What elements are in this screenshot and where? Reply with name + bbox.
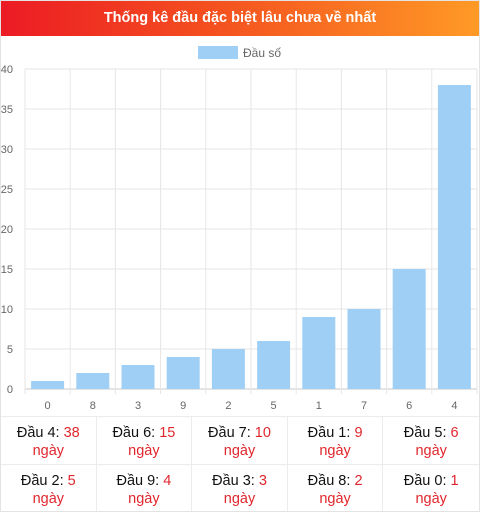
stat-unit: ngày [319, 491, 351, 507]
stat-unit: ngày [128, 443, 160, 459]
x-tick-label: 0 [45, 400, 51, 412]
x-tick-label: 1 [316, 400, 322, 412]
stat-label: Đầu 8: [307, 473, 351, 489]
stats-grid: Đầu 4: 38 ngày Đầu 6: 15 ngày Đầu 7: 10 ngà… [1, 416, 479, 511]
stat-unit: ngày [128, 491, 160, 507]
stat-value: 10 [254, 425, 271, 441]
stat-label: Đầu 5: [403, 425, 447, 441]
stat-cell: Đầu 5: 6 ngày [383, 416, 479, 464]
stat-value: 38 [63, 425, 80, 441]
stat-cell: Đầu 7: 10 ngày [192, 416, 288, 464]
x-tick-label: 8 [90, 400, 96, 412]
legend-swatch [198, 46, 238, 59]
stat-label: Đầu 6: [112, 425, 156, 441]
stat-cell: Đầu 8: 2 ngày [287, 464, 384, 511]
bar [257, 341, 291, 389]
x-tick-label: 3 [135, 400, 141, 412]
x-tick-label: 2 [225, 400, 231, 412]
stat-cell: Đầu 1: 9 ngày [287, 416, 384, 464]
y-tick-label: 0 [7, 384, 13, 396]
x-tick-label: 4 [451, 400, 457, 412]
stat-label: Đầu 4: [16, 425, 60, 441]
bar [392, 269, 426, 389]
x-tick-label: 9 [180, 400, 186, 412]
y-tick-label: 35 [1, 104, 13, 116]
stat-unit: ngày [223, 491, 256, 507]
bar [211, 349, 245, 389]
y-tick-label: 15 [1, 264, 13, 276]
stat-value: 1 [450, 473, 459, 489]
stat-unit: ngày [32, 443, 65, 459]
bar [121, 365, 155, 389]
stat-cell: Đầu 2: 5 ngày [1, 464, 97, 511]
y-tick-label: 25 [1, 184, 13, 196]
stat-unit: ngày [415, 491, 447, 507]
stat-label: Đầu 0: [403, 473, 447, 489]
x-tick-label: 6 [406, 400, 412, 412]
bar [166, 357, 200, 389]
bar [76, 373, 110, 389]
bar [302, 317, 336, 389]
stat-label: Đầu 3: [212, 473, 255, 489]
stat-value: 3 [258, 473, 267, 489]
y-tick-label: 5 [7, 344, 13, 356]
y-tick-label: 10 [1, 304, 13, 316]
stat-cell: Đầu 9: 4 ngày [96, 464, 193, 511]
stat-cell: Đầu 3: 3 ngày [192, 464, 288, 511]
stat-label: Đầu 7: [208, 425, 251, 441]
stat-value: 15 [159, 425, 176, 441]
stat-cell: Đầu 0: 1 ngày [383, 464, 479, 511]
stat-value: 4 [163, 473, 172, 489]
stat-label: Đầu 2: [20, 473, 64, 489]
y-tick-label: 40 [1, 64, 13, 76]
bar [347, 309, 381, 389]
legend-label: Đầu số [243, 46, 281, 60]
stat-value: 5 [67, 473, 76, 489]
bar [437, 85, 471, 389]
stat-value: 2 [354, 473, 363, 489]
y-tick-label: 20 [1, 224, 13, 236]
stat-unit: ngày [223, 443, 256, 459]
y-tick-label: 30 [1, 144, 13, 156]
stat-label: Đầu 9: [116, 473, 160, 489]
stat-label: Đầu 1: [307, 425, 351, 441]
chart-header-title: Thống kê đầu đặc biệt lâu chưa về nhất [1, 1, 479, 36]
chart-area: Đầu số 0 5 10 15 20 25 30 35 40 0 8 3 9 2 5 1 7 6 4 [1, 36, 479, 416]
stat-unit: ngày [319, 443, 351, 459]
stat-unit: ngày [415, 443, 447, 459]
stat-value: 6 [450, 425, 459, 441]
stat-cell: Đầu 4: 38 ngày [1, 416, 97, 464]
stat-cell: Đầu 6: 15 ngày [96, 416, 193, 464]
x-tick-label: 7 [361, 400, 367, 412]
bar [31, 381, 65, 389]
stat-value: 9 [354, 425, 363, 441]
x-tick-label: 5 [271, 400, 277, 412]
stat-unit: ngày [32, 491, 65, 507]
